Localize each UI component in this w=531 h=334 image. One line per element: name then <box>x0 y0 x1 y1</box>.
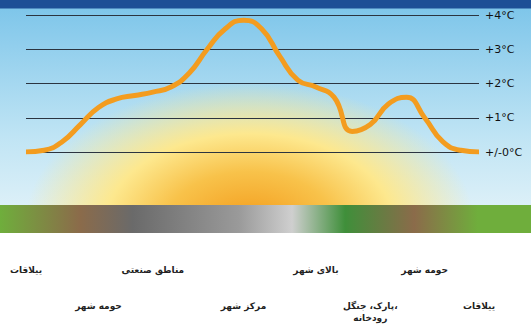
svg-text:+3°C: +3°C <box>485 43 515 56</box>
svg-text:پارک، جنگل،: پارک، جنگل، <box>343 300 398 312</box>
svg-text:رودخانه: رودخانه <box>353 313 387 324</box>
svg-text:بالای شهر: بالای شهر <box>292 265 338 276</box>
svg-text:ییلاقات: ییلاقات <box>10 265 42 275</box>
svg-text:+2°C: +2°C <box>485 77 515 90</box>
svg-text:+1°C: +1°C <box>485 111 515 124</box>
svg-text:+4°C: +4°C <box>485 9 515 22</box>
svg-text:مرکز شهر: مرکز شهر <box>220 301 267 312</box>
svg-text:حومه شهر: حومه شهر <box>74 301 122 312</box>
svg-text:+/-0°C: +/-0°C <box>485 146 522 159</box>
svg-text:مناطق صنعتی: مناطق صنعتی <box>122 265 185 276</box>
svg-text:ییلاقات: ییلاقات <box>463 301 495 311</box>
svg-text:حومه شهر: حومه شهر <box>400 265 448 276</box>
